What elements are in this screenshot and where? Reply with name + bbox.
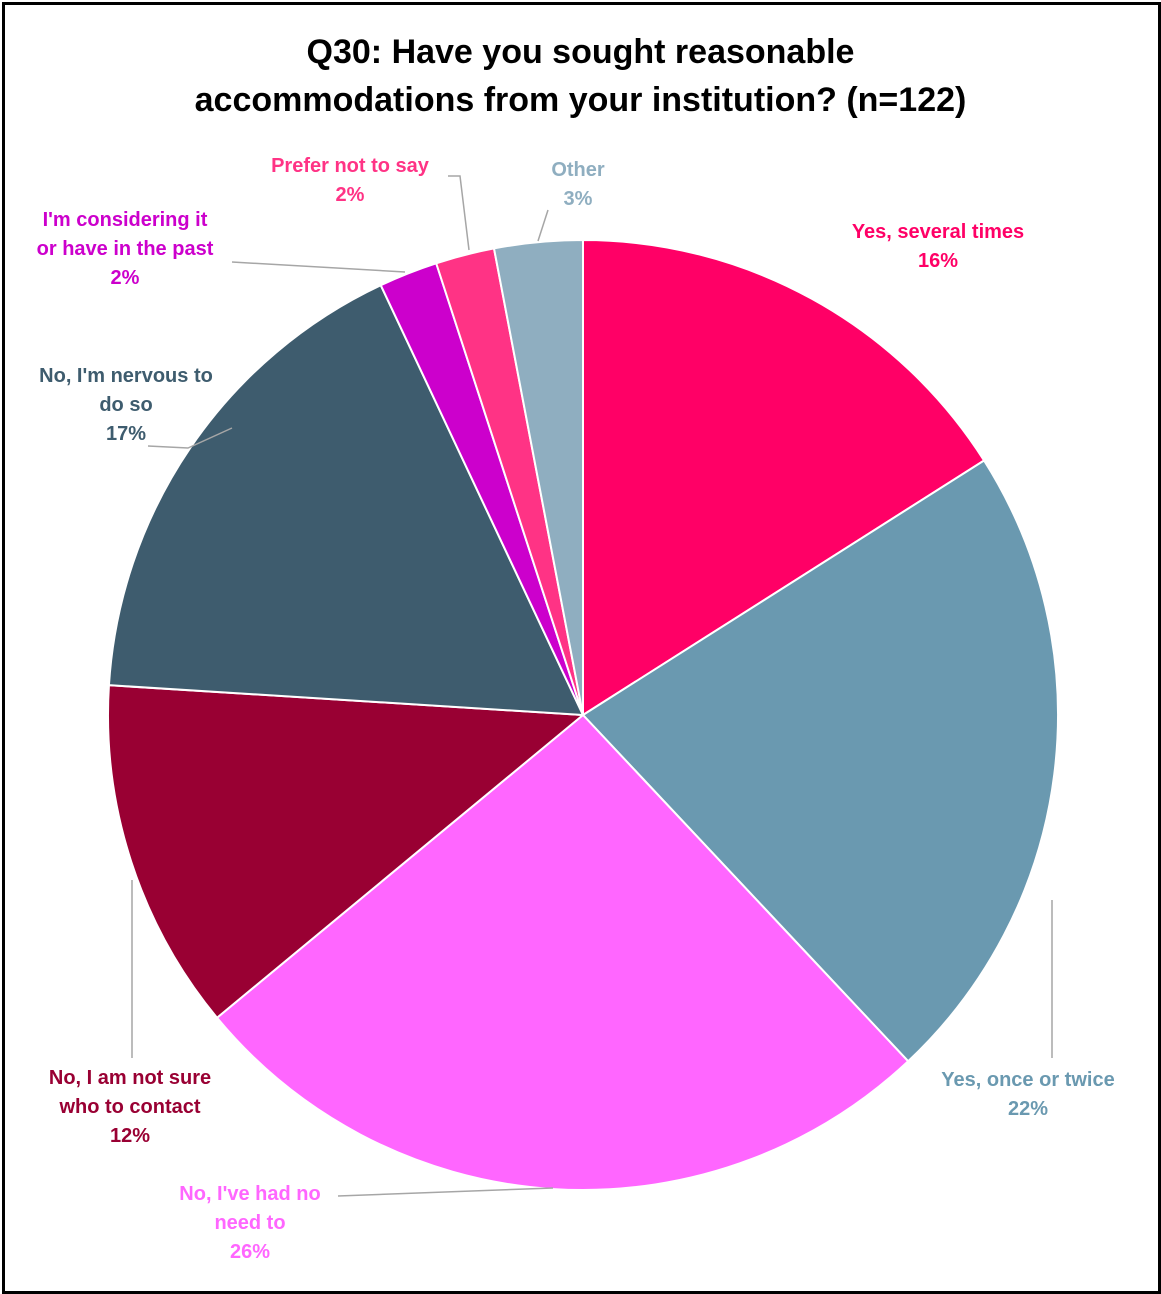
label-percent: 17% — [105, 423, 147, 445]
label-name-line-1: Other — [551, 159, 605, 181]
label-prefer-not-to-say: Prefer not to say 2% — [250, 152, 450, 210]
pie-slice-3 — [107, 684, 586, 1020]
label-percent: 3% — [563, 188, 593, 210]
label-yes-once-or-twice: Yes, once or twice 22% — [920, 1066, 1136, 1124]
pie-slice-4 — [107, 283, 585, 717]
label-name-line-1: Yes, once or twice — [941, 1069, 1115, 1091]
label-name-line-1: Prefer not to say — [271, 155, 429, 177]
label-name-line-2: who to contact — [59, 1096, 201, 1118]
label-percent: 16% — [917, 250, 959, 272]
label-considering: I'm considering it or have in the past 2… — [14, 206, 236, 293]
leader-line-1 — [337, 1187, 554, 1197]
label-name-line-2: do so — [99, 394, 153, 416]
label-no-need: No, I've had no need to 26% — [150, 1180, 350, 1267]
label-percent: 12% — [109, 1125, 151, 1147]
pie-slice-2 — [215, 713, 910, 1191]
pie-slice-1 — [581, 459, 1059, 1063]
label-other: Other 3% — [528, 156, 628, 214]
leader-line-5 — [448, 175, 470, 251]
label-percent: 26% — [229, 1241, 271, 1263]
pie-slice-0 — [582, 238, 986, 717]
label-name-line-1: No, I've had no — [179, 1183, 321, 1205]
chart-title: Q30: Have you sought reasonable accommod… — [0, 28, 1161, 124]
chart-title-line-2: accommodations from your institution? (n… — [194, 81, 967, 119]
leader-line-4 — [231, 261, 406, 273]
label-yes-several-times: Yes, several times 16% — [820, 218, 1056, 276]
label-name-line-1: I'm considering it — [42, 209, 208, 231]
label-not-sure-who: No, I am not sure who to contact 12% — [22, 1064, 238, 1151]
label-nervous: No, I'm nervous to do so 17% — [12, 362, 240, 449]
label-percent: 2% — [335, 184, 365, 206]
pie-slices — [107, 238, 1059, 1191]
label-name-line-1: Yes, several times — [851, 221, 1025, 243]
label-percent: 2% — [110, 267, 140, 289]
leader-line-6 — [537, 209, 549, 242]
pie-slice-7 — [492, 238, 584, 716]
label-name-line-2: or have in the past — [36, 238, 214, 260]
label-name-line-1: No, I'm nervous to — [39, 365, 213, 387]
label-percent: 22% — [1007, 1098, 1049, 1120]
label-name-line-2: need to — [214, 1212, 286, 1234]
label-name-line-1: No, I am not sure — [48, 1067, 212, 1089]
leader-lines — [131, 175, 1053, 1197]
chart-title-line-1: Q30: Have you sought reasonable — [306, 33, 855, 71]
leader-line-3 — [147, 427, 233, 449]
